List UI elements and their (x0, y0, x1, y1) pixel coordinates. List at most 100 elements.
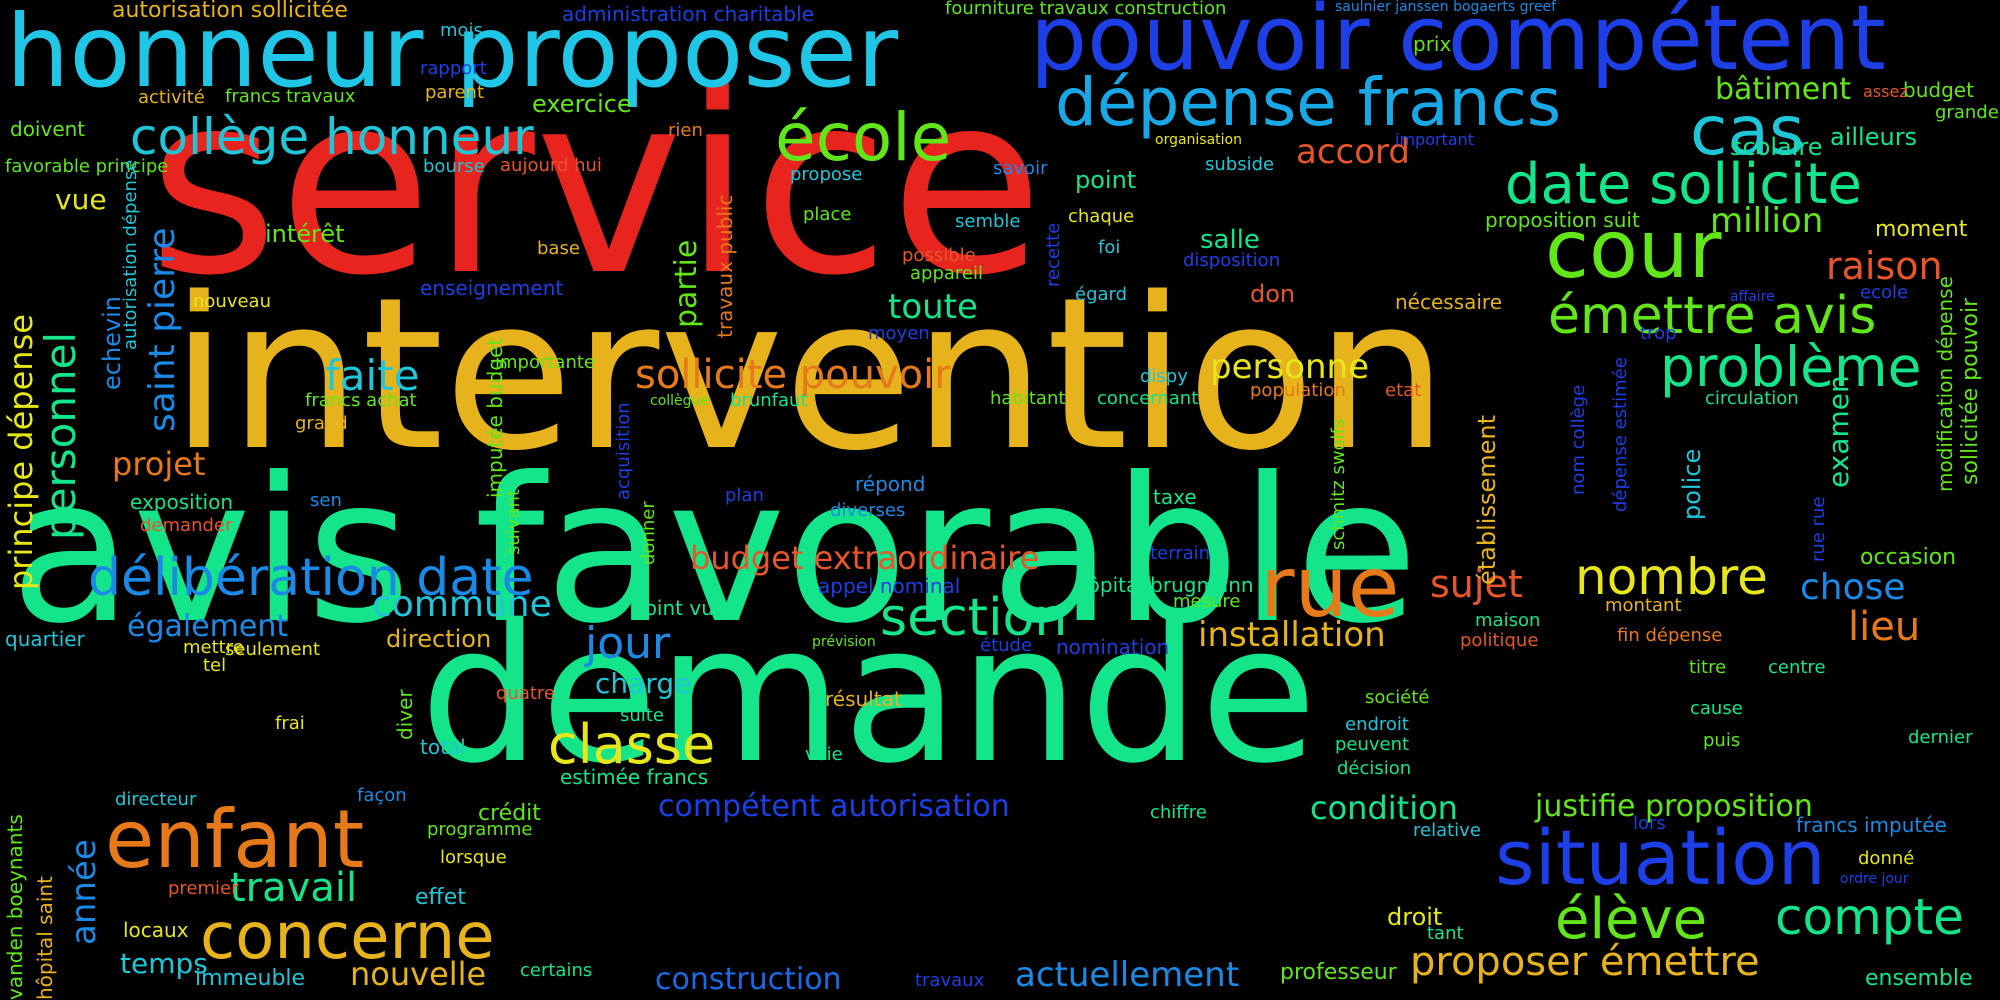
word-ecole-small: ecole (1860, 282, 1909, 303)
word-autorisation-depense: autorisation dépense (120, 159, 141, 350)
word-population: population (1250, 380, 1346, 401)
word-jour: jour (585, 618, 671, 669)
word-proposer-emettre: proposer émettre (1410, 939, 1760, 985)
word-sen: sen (310, 490, 342, 511)
word-autorisation-sollicitee: autorisation sollicitée (112, 0, 348, 23)
word-suite: suite (620, 705, 664, 726)
word-locaux: locaux (123, 918, 189, 942)
word-prix: prix (1413, 32, 1452, 56)
word-organisation: organisation (1155, 132, 1242, 148)
word-situation: situation (1495, 813, 1826, 902)
word-enfant: enfant (105, 793, 365, 886)
word-politique: politique (1460, 630, 1539, 651)
word-modification-depense: modification dépense (1933, 276, 1957, 492)
word-scolaire: scolaire (1730, 133, 1823, 161)
word-montant: montant (1605, 595, 1682, 616)
word-cas: cas (1690, 92, 1805, 171)
word-saulnier-janssen: saulnier janssen bogaerts greef (1335, 0, 1557, 15)
word-classe: classe (548, 713, 716, 776)
word-eleve: élève (1555, 887, 1708, 952)
word-nom-college: nom collège (1568, 384, 1589, 495)
word-facon: façon (357, 785, 407, 806)
word-service: service (148, 39, 1044, 330)
word-chose: chose (1800, 567, 1906, 608)
word-million: million (1710, 201, 1824, 241)
word-francs-achat: francs achat (305, 390, 417, 411)
word-examen: examen (1822, 375, 1855, 488)
word-salle: salle (1200, 225, 1260, 255)
word-premier: premier (168, 878, 239, 899)
word-subside: subside (1205, 154, 1275, 175)
word-construction: construction (655, 962, 842, 997)
word-relative: relative (1413, 820, 1481, 841)
word-maison: maison (1475, 610, 1541, 631)
word-appareil: appareil (910, 263, 983, 284)
word-tant: tant (1427, 923, 1464, 944)
word-justifie-proposition: justifie proposition (1535, 789, 1813, 824)
word-importante: importante (495, 352, 596, 373)
word-place: place (803, 204, 852, 225)
word-suivant: suivant (503, 489, 524, 555)
word-travail: travail (230, 865, 358, 911)
word-accord: accord (1296, 132, 1410, 172)
word-administration-charitable: administration charitable (562, 2, 814, 26)
word-date-sollicite: date sollicite (1505, 152, 1862, 217)
word-section: section (880, 588, 1068, 648)
word-actuellement: actuellement (1015, 955, 1240, 995)
word-doivent: doivent (10, 117, 86, 141)
word-rien: rien (668, 120, 703, 141)
word-terrain: terrain (1150, 543, 1211, 564)
word-assez: assez (1863, 82, 1908, 101)
word-brunfaut: brunfaut (730, 390, 808, 411)
word-enseignement: enseignement (420, 276, 564, 300)
word-savoir: savoir (993, 158, 1048, 179)
word-lors: lors (1633, 813, 1666, 834)
word-effet: effet (415, 885, 466, 910)
word-semble: semble (955, 211, 1021, 232)
word-personnel: personnel (36, 331, 85, 540)
word-annee: année (64, 839, 104, 945)
word-rue-rue: rue rue (1808, 496, 1829, 563)
word-nombre: nombre (1575, 548, 1768, 606)
word-fourniture-travaux-construction: fourniture travaux construction (945, 0, 1227, 19)
word-ordre-jour: ordre jour (1840, 871, 1909, 887)
word-emettre-avis: émettre avis (1548, 286, 1877, 346)
word-diverses: diverses (830, 500, 906, 521)
word-etablissement: établissement (1473, 415, 1501, 585)
word-grand: grand (295, 413, 348, 434)
word-puis: puis (1703, 730, 1741, 751)
word-occasion: occasion (1860, 545, 1957, 570)
word-diver: diver (393, 689, 417, 740)
word-pouvoir-competent: pouvoir compétent (1030, 0, 1886, 91)
word-principe-depense: principe dépense (2, 314, 40, 590)
word-nomination: nomination (1056, 635, 1170, 659)
word-seulement: seulement (225, 639, 321, 660)
word-batiment: bâtiment (1715, 72, 1851, 107)
word-hopital-saint: hôpital saint (33, 876, 57, 1000)
word-plan: plan (725, 485, 764, 506)
word-bourse: bourse (423, 156, 485, 177)
word-imputee-budget: imputée budget (483, 337, 507, 498)
word-projet: projet (112, 445, 206, 483)
word-commune: commune (372, 584, 552, 625)
word-installation: installation (1198, 615, 1386, 655)
word-charge: charge (595, 667, 692, 700)
word-depense-francs: dépense francs (1055, 64, 1562, 141)
word-affaire: affaire (1730, 289, 1775, 305)
word-mesure: mesure (1173, 591, 1241, 612)
word-francs-travaux: francs travaux (225, 86, 356, 107)
word-estimee-francs: estimée francs (560, 765, 709, 789)
word-ailleurs: ailleurs (1830, 123, 1918, 151)
word-etat: etat (1385, 380, 1422, 401)
word-avis-favorable: avis favorable (10, 435, 1419, 668)
word-faite: faite (325, 351, 420, 400)
word-professeur: professeur (1280, 960, 1397, 985)
word-quartier: quartier (5, 627, 85, 651)
word-prevision: prévision (812, 634, 876, 650)
word-egalement: également (127, 609, 289, 644)
word-mettre: mettre (183, 637, 244, 658)
word-parent: parent (425, 82, 485, 103)
word-schmitz-swolfs: schmitz swolfs (1328, 418, 1349, 550)
word-moyen: moyen (868, 323, 930, 344)
word-probleme: problème (1660, 335, 1922, 399)
